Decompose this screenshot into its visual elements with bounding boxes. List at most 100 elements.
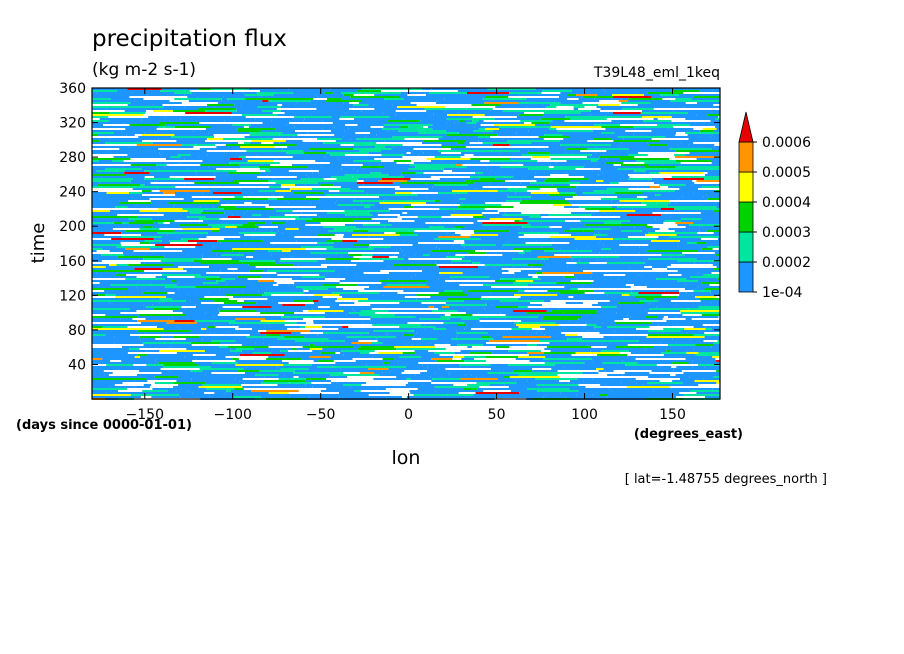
field-cell xyxy=(359,316,371,318)
field-cell xyxy=(352,266,389,268)
field-cell xyxy=(274,340,296,342)
field-cell xyxy=(406,236,439,238)
field-cell xyxy=(591,214,627,216)
field-cell xyxy=(460,350,509,352)
field-cell xyxy=(549,152,567,154)
field-cell xyxy=(551,368,597,370)
field-cell xyxy=(474,182,503,184)
field-cell xyxy=(500,152,528,154)
field-cell xyxy=(416,332,457,334)
field-cell xyxy=(188,390,227,392)
field-cell xyxy=(591,202,618,204)
field-cell xyxy=(495,280,516,282)
field-cell xyxy=(323,394,369,396)
field-cell xyxy=(464,226,492,228)
field-cell xyxy=(440,316,487,318)
field-cell xyxy=(421,338,438,340)
field-cell xyxy=(630,352,662,354)
field-cell xyxy=(415,396,467,398)
field-cell xyxy=(452,278,468,280)
field-cell xyxy=(214,172,229,174)
field-cell xyxy=(92,196,141,198)
field-cell xyxy=(426,284,460,286)
field-cell xyxy=(636,106,684,108)
field-cell xyxy=(350,96,399,98)
field-cell xyxy=(273,208,310,210)
field-cell xyxy=(179,328,201,330)
field-cell xyxy=(693,192,720,194)
field-cell xyxy=(703,274,720,276)
field-cell xyxy=(239,380,264,382)
field-cell xyxy=(127,104,145,106)
field-cell xyxy=(107,222,114,224)
field-cell xyxy=(142,192,164,194)
field-cell xyxy=(293,264,299,266)
field-cell xyxy=(92,298,115,300)
field-cell xyxy=(139,210,156,212)
field-cell xyxy=(388,368,440,370)
field-cell xyxy=(667,144,678,146)
field-cell xyxy=(262,110,281,112)
field-cell xyxy=(527,352,544,354)
field-cell xyxy=(688,388,713,390)
field-cell xyxy=(356,216,398,218)
field-cell xyxy=(332,122,341,124)
field-cell xyxy=(307,166,321,168)
field-cell xyxy=(204,350,231,352)
field-cell xyxy=(341,250,379,252)
field-cell xyxy=(502,182,521,184)
field-cell xyxy=(587,148,629,150)
field-cell xyxy=(404,272,440,274)
field-cell xyxy=(464,356,486,358)
x-tick-label: 50 xyxy=(488,407,506,423)
field-cell xyxy=(391,224,440,226)
field-cell xyxy=(603,244,620,246)
field-cell xyxy=(185,338,203,340)
field-cell xyxy=(242,262,276,264)
field-cell xyxy=(708,256,719,258)
field-cell xyxy=(356,226,368,228)
field-cell xyxy=(379,280,427,282)
field-cell xyxy=(279,134,298,136)
field-cell xyxy=(196,358,233,360)
field-cell xyxy=(671,176,720,178)
field-cell xyxy=(237,276,262,278)
field-cell xyxy=(600,306,617,308)
field-cell xyxy=(376,134,398,136)
field-cell xyxy=(518,306,528,308)
field-cell xyxy=(92,134,98,136)
field-cell xyxy=(161,154,179,156)
field-cell xyxy=(219,346,228,348)
field-cell xyxy=(700,298,720,300)
field-cell xyxy=(415,316,436,318)
field-cell xyxy=(383,238,435,240)
field-cell xyxy=(92,248,103,250)
field-cell xyxy=(255,224,297,226)
field-cell xyxy=(238,194,274,196)
field-cell xyxy=(396,396,402,398)
field-cell xyxy=(313,302,355,304)
field-cell xyxy=(253,236,295,238)
field-cell xyxy=(515,358,544,360)
field-cell xyxy=(454,122,467,124)
field-cell xyxy=(564,230,584,232)
field-cell xyxy=(646,226,653,228)
field-cell xyxy=(465,198,493,200)
field-cell xyxy=(494,394,546,396)
field-cell xyxy=(660,342,667,344)
y-tick-label: 200 xyxy=(59,219,86,235)
field-cell xyxy=(365,122,411,124)
field-cell xyxy=(515,380,528,382)
field-cell xyxy=(615,88,638,90)
field-cell xyxy=(228,202,245,204)
field-cell xyxy=(660,94,679,96)
field-cell xyxy=(400,112,434,114)
field-cell xyxy=(499,212,505,214)
field-cell xyxy=(458,120,465,122)
field-cell xyxy=(367,192,396,194)
field-cell xyxy=(369,212,403,214)
field-cell xyxy=(637,104,659,106)
field-cell xyxy=(483,172,496,174)
field-cell xyxy=(598,104,620,106)
field-cell xyxy=(158,126,165,128)
